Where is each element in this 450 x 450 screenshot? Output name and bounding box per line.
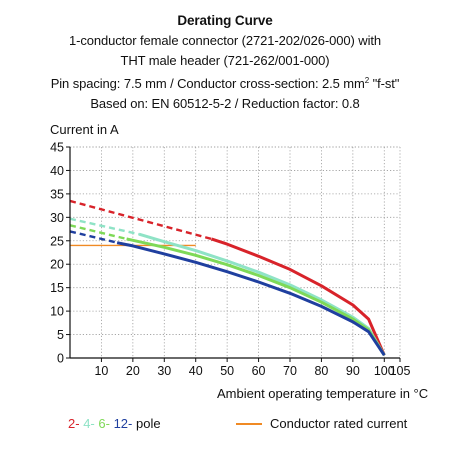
x-tick-label: 10 bbox=[94, 364, 108, 378]
y-tick-label: 10 bbox=[50, 305, 64, 319]
x-tick-label: 20 bbox=[126, 364, 140, 378]
series-6-pole-dashed bbox=[69, 224, 127, 241]
chart-title: Derating Curve bbox=[177, 13, 273, 28]
x-tick-label: 105 bbox=[390, 364, 411, 378]
series-2-pole-line bbox=[210, 237, 386, 356]
y-tick-label: 5 bbox=[57, 328, 64, 342]
rated-current-swatch bbox=[236, 422, 262, 425]
y-tick-label: 0 bbox=[57, 352, 64, 366]
y-tick-label: 30 bbox=[50, 211, 64, 225]
x-tick-label: 80 bbox=[314, 364, 328, 378]
series-4-pole-line bbox=[138, 232, 386, 356]
y-axis-label: Current in A bbox=[50, 122, 119, 137]
subtitle-line-3-suffix: "f-st" bbox=[369, 76, 400, 91]
subtitle-line-3-text: Pin spacing: 7.5 mm / Conductor cross-se… bbox=[50, 76, 365, 91]
y-tick-label: 40 bbox=[50, 164, 64, 178]
y-tick-label: 15 bbox=[50, 281, 64, 295]
subtitle-line-4: Based on: EN 60512-5-2 / Reduction facto… bbox=[90, 96, 360, 111]
x-tick-label: 90 bbox=[346, 364, 360, 378]
x-tick-label: 60 bbox=[252, 364, 266, 378]
pole-legend: 2- 4- 6- 12- pole bbox=[68, 416, 161, 431]
rated-current-label: Conductor rated current bbox=[270, 416, 408, 431]
series-4-pole-dashed bbox=[69, 217, 140, 236]
x-tick-label: 50 bbox=[220, 364, 234, 378]
series-2-pole-dashed bbox=[69, 199, 212, 241]
x-axis-label: Ambient operating temperature in °C bbox=[217, 386, 428, 401]
series-6-pole-line bbox=[126, 237, 386, 356]
y-tick-label: 25 bbox=[50, 234, 64, 248]
subtitle-line-3: Pin spacing: 7.5 mm / Conductor cross-se… bbox=[0, 71, 450, 94]
legend-2-pole: 2- bbox=[68, 416, 80, 431]
legend-12-pole: 12- bbox=[113, 416, 133, 431]
series-12-pole-dashed bbox=[69, 230, 118, 244]
x-tick-label: 70 bbox=[283, 364, 297, 378]
series-12-pole-line bbox=[116, 241, 386, 357]
superscript-2: 2 bbox=[364, 76, 370, 85]
grid bbox=[70, 146, 401, 358]
legend-4-pole: 4- bbox=[83, 416, 95, 431]
legend-6-pole: 6- bbox=[98, 416, 110, 431]
rated-current-legend: Conductor rated current bbox=[236, 416, 407, 431]
legend-pole-suffix: pole bbox=[135, 416, 161, 431]
subtitle-line-1: 1-conductor female connector (2721-202/0… bbox=[68, 33, 382, 48]
x-tick-label: 100 bbox=[374, 364, 395, 378]
x-tick-label: 40 bbox=[189, 364, 203, 378]
axes: 0 5 10 15 20 25 30 35 40 45 10 20 30 40 50 60 70 80 90 1001… bbox=[50, 141, 410, 379]
y-tick-label: 35 bbox=[50, 187, 64, 201]
x-tick-label: 30 bbox=[157, 364, 171, 378]
chart-header: Derating Curve 1-conductor female connec… bbox=[0, 11, 450, 114]
y-tick-label: 45 bbox=[50, 141, 64, 155]
y-tick-label: 20 bbox=[50, 258, 64, 272]
series-layer bbox=[69, 199, 386, 357]
subtitle-line-2: THT male header (721-262/001-000) bbox=[120, 53, 330, 68]
